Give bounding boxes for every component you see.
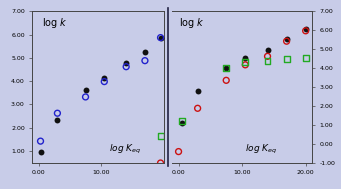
Point bbox=[158, 36, 163, 39]
Point bbox=[242, 63, 248, 66]
Point bbox=[265, 60, 270, 63]
Text: log $K_{eq}$: log $K_{eq}$ bbox=[245, 143, 277, 156]
Point bbox=[179, 121, 184, 124]
Point bbox=[83, 88, 88, 91]
Point bbox=[158, 134, 163, 137]
Text: log $k$: log $k$ bbox=[42, 16, 68, 30]
Point bbox=[223, 67, 229, 70]
Point bbox=[284, 38, 289, 41]
Text: log $k$: log $k$ bbox=[179, 16, 205, 30]
Point bbox=[55, 118, 60, 121]
Point bbox=[195, 89, 201, 92]
Point bbox=[142, 59, 148, 62]
Point bbox=[284, 40, 289, 43]
Point bbox=[176, 150, 181, 153]
Point bbox=[102, 76, 107, 79]
Point bbox=[142, 50, 148, 53]
Point bbox=[242, 56, 248, 59]
Point bbox=[303, 29, 308, 32]
Point bbox=[83, 95, 88, 98]
Point bbox=[123, 61, 129, 64]
Point bbox=[265, 48, 270, 51]
Point bbox=[303, 57, 308, 60]
Point bbox=[102, 80, 107, 83]
Text: log $K_{eq}$: log $K_{eq}$ bbox=[108, 143, 141, 156]
Point bbox=[223, 79, 229, 82]
Point bbox=[179, 119, 184, 122]
Point bbox=[303, 28, 308, 31]
Point bbox=[38, 150, 43, 153]
Point bbox=[223, 67, 229, 70]
Point bbox=[123, 65, 129, 68]
Point bbox=[38, 140, 43, 143]
Point bbox=[158, 161, 163, 164]
Point bbox=[284, 58, 289, 61]
Point bbox=[195, 107, 201, 110]
Point bbox=[55, 112, 60, 115]
Point bbox=[158, 36, 163, 39]
Point bbox=[242, 60, 248, 64]
Point bbox=[265, 55, 270, 58]
